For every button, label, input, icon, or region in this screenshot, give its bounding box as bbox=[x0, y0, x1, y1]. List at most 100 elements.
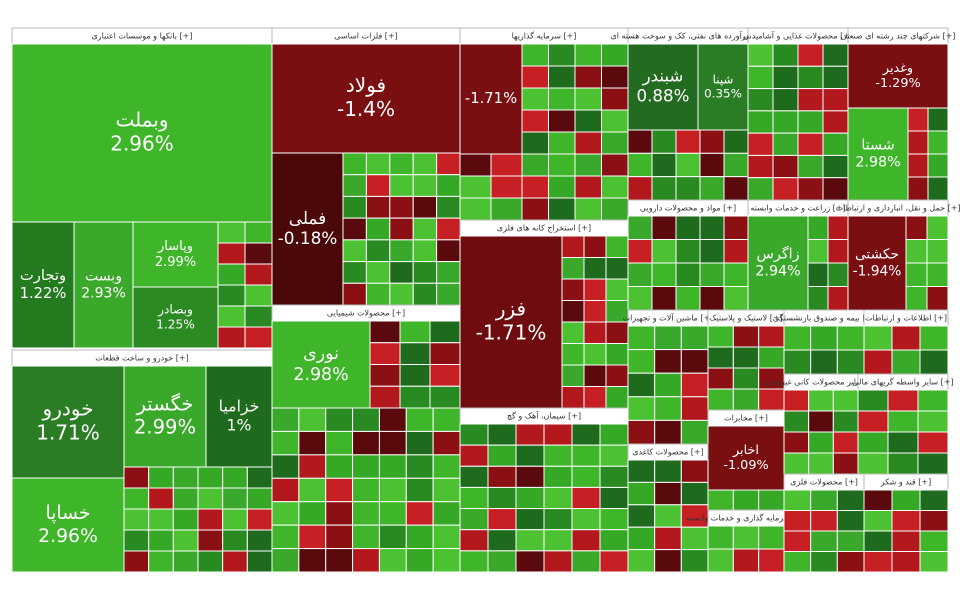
sector-title[interactable]: لاستیک و پلاستیک [+] bbox=[709, 314, 782, 323]
sector-title[interactable]: سرمایه گذاری و خدمات وابسته [+] bbox=[686, 513, 806, 523]
stock-tile[interactable] bbox=[73, 221, 134, 349]
filler-tile bbox=[605, 386, 629, 409]
filler-tile bbox=[836, 530, 865, 552]
filler-tile bbox=[521, 65, 549, 89]
filler-tile bbox=[887, 410, 919, 433]
filler-tile bbox=[222, 487, 248, 510]
filler-tile bbox=[627, 419, 656, 445]
stock-tile[interactable] bbox=[11, 43, 273, 223]
stock-tile[interactable] bbox=[11, 477, 125, 573]
stock-change: -1.71% bbox=[476, 321, 547, 345]
filler-tile bbox=[459, 444, 489, 467]
sector-title[interactable]: سرمایه گذاریها [+] bbox=[512, 31, 577, 41]
stock-tile[interactable] bbox=[11, 365, 125, 479]
filler-tile bbox=[605, 343, 629, 366]
filler-tile bbox=[927, 130, 949, 155]
filler-tile bbox=[836, 325, 865, 351]
filler-tile bbox=[222, 529, 248, 552]
filler-tile bbox=[405, 430, 434, 456]
sector-title[interactable]: فرآورده های نفتی، کک و سوخت هسته ای [+] bbox=[610, 31, 765, 41]
stock-tile[interactable] bbox=[205, 365, 273, 468]
filler-tile bbox=[222, 466, 248, 489]
filler-tile bbox=[405, 524, 434, 550]
filler-tile bbox=[436, 195, 461, 219]
filler-tile bbox=[836, 349, 865, 375]
sector-title[interactable]: استخراج کانه های فلزی [+] bbox=[497, 224, 591, 233]
filler-tile bbox=[389, 261, 414, 284]
filler-tile bbox=[675, 239, 701, 264]
filler-tile bbox=[123, 508, 150, 531]
filler-tile bbox=[907, 107, 929, 132]
sector-title[interactable]: خودرو و ساخت قطعات [+] bbox=[95, 354, 189, 363]
sector-title[interactable]: محصولات کاغذی [+] bbox=[632, 448, 704, 457]
filler-tile bbox=[389, 217, 414, 241]
stock-tile[interactable] bbox=[123, 365, 207, 468]
filler-tile bbox=[436, 174, 461, 197]
filler-tile bbox=[543, 423, 573, 446]
filler-tile bbox=[772, 65, 799, 90]
filler-tile bbox=[863, 530, 893, 552]
filler-tile bbox=[571, 550, 601, 573]
filler-tile bbox=[271, 477, 300, 503]
filler-tile bbox=[919, 530, 949, 552]
stock-tile[interactable] bbox=[132, 286, 219, 349]
filler-tile bbox=[378, 524, 407, 550]
filler-tile bbox=[405, 501, 434, 526]
stock-label: شستا bbox=[861, 137, 894, 153]
stock-tile[interactable] bbox=[459, 235, 563, 409]
filler-tile bbox=[298, 407, 327, 432]
sector-title[interactable]: اطلاعات و ارتباطات [+] bbox=[865, 314, 947, 323]
stock-tile[interactable] bbox=[271, 43, 461, 154]
filler-tile bbox=[822, 132, 849, 156]
sector-title[interactable]: شرکتهای چند رشته ای صنعتی [+] bbox=[841, 32, 956, 41]
sector-title[interactable]: زراعت و خدمات وابسته [+] bbox=[750, 204, 845, 213]
stock-tile[interactable] bbox=[627, 43, 699, 131]
stock-change: -1.09% bbox=[723, 458, 768, 473]
stock-label: خزامیا bbox=[219, 397, 260, 417]
sector-title[interactable]: حمل و نقل، انبارداری و ارتباطات [+] bbox=[835, 204, 960, 213]
stock-tile[interactable] bbox=[847, 215, 907, 311]
stock-tile[interactable] bbox=[11, 221, 75, 349]
filler-tile bbox=[836, 510, 865, 532]
stock-tile[interactable] bbox=[459, 43, 523, 155]
sector-title[interactable]: ماشین آلات و تجهیزات [+] bbox=[623, 313, 714, 323]
filler-tile bbox=[654, 372, 682, 398]
filler-tile bbox=[772, 154, 799, 179]
stock-tile[interactable] bbox=[847, 107, 909, 201]
filler-tile bbox=[432, 548, 461, 573]
sector-title[interactable]: بانکها و موسسات اعتباری [+] bbox=[91, 32, 192, 41]
stock-label: زاگرس bbox=[757, 245, 800, 262]
sector-title[interactable]: مواد و محصولات دارویی [+] bbox=[640, 204, 736, 213]
sector-title[interactable]: سایر محصولات کانی غیرفلزی [+] bbox=[764, 378, 879, 387]
filler-tile bbox=[342, 217, 367, 241]
sector-title[interactable]: مخابرات [+] bbox=[724, 414, 768, 423]
filler-tile bbox=[822, 154, 849, 179]
filler-tile bbox=[459, 486, 489, 510]
stock-tile[interactable] bbox=[271, 320, 371, 409]
sector-title[interactable]: بیمه و صندوق بازنشستگی [+] bbox=[773, 313, 876, 323]
filler-tile bbox=[412, 152, 438, 176]
filler-tile bbox=[490, 153, 523, 177]
sector-title[interactable]: قند و شکر [+] bbox=[880, 478, 931, 487]
filler-tile bbox=[627, 526, 656, 551]
filler-tile bbox=[627, 286, 653, 311]
sector-title[interactable]: محصولات غذایی و آشامیدنی [+] bbox=[743, 31, 853, 41]
filler-tile bbox=[436, 152, 461, 176]
filler-tile bbox=[917, 452, 949, 475]
filler-tile bbox=[605, 364, 629, 387]
filler-tile bbox=[747, 132, 774, 156]
filler-tile bbox=[298, 548, 327, 573]
filler-tile bbox=[389, 152, 414, 176]
filler-tile bbox=[172, 508, 199, 531]
filler-tile bbox=[797, 154, 824, 179]
filler-tile bbox=[887, 389, 919, 412]
sector-title[interactable]: فلزات اساسی [+] bbox=[334, 32, 397, 41]
filler-tile bbox=[561, 343, 585, 366]
filler-tile bbox=[654, 396, 682, 421]
filler-tile bbox=[412, 261, 438, 284]
sector-title[interactable]: سیمان، آهک و گچ [+] bbox=[507, 411, 581, 421]
sector-title[interactable]: سایر واسطه گریهای مالی [+] bbox=[852, 377, 953, 387]
stock-tile[interactable] bbox=[271, 152, 344, 306]
sector-title[interactable]: محصولات فلزی [+] bbox=[790, 478, 858, 487]
sector-title[interactable]: محصولات شیمیایی [+] bbox=[327, 309, 405, 318]
